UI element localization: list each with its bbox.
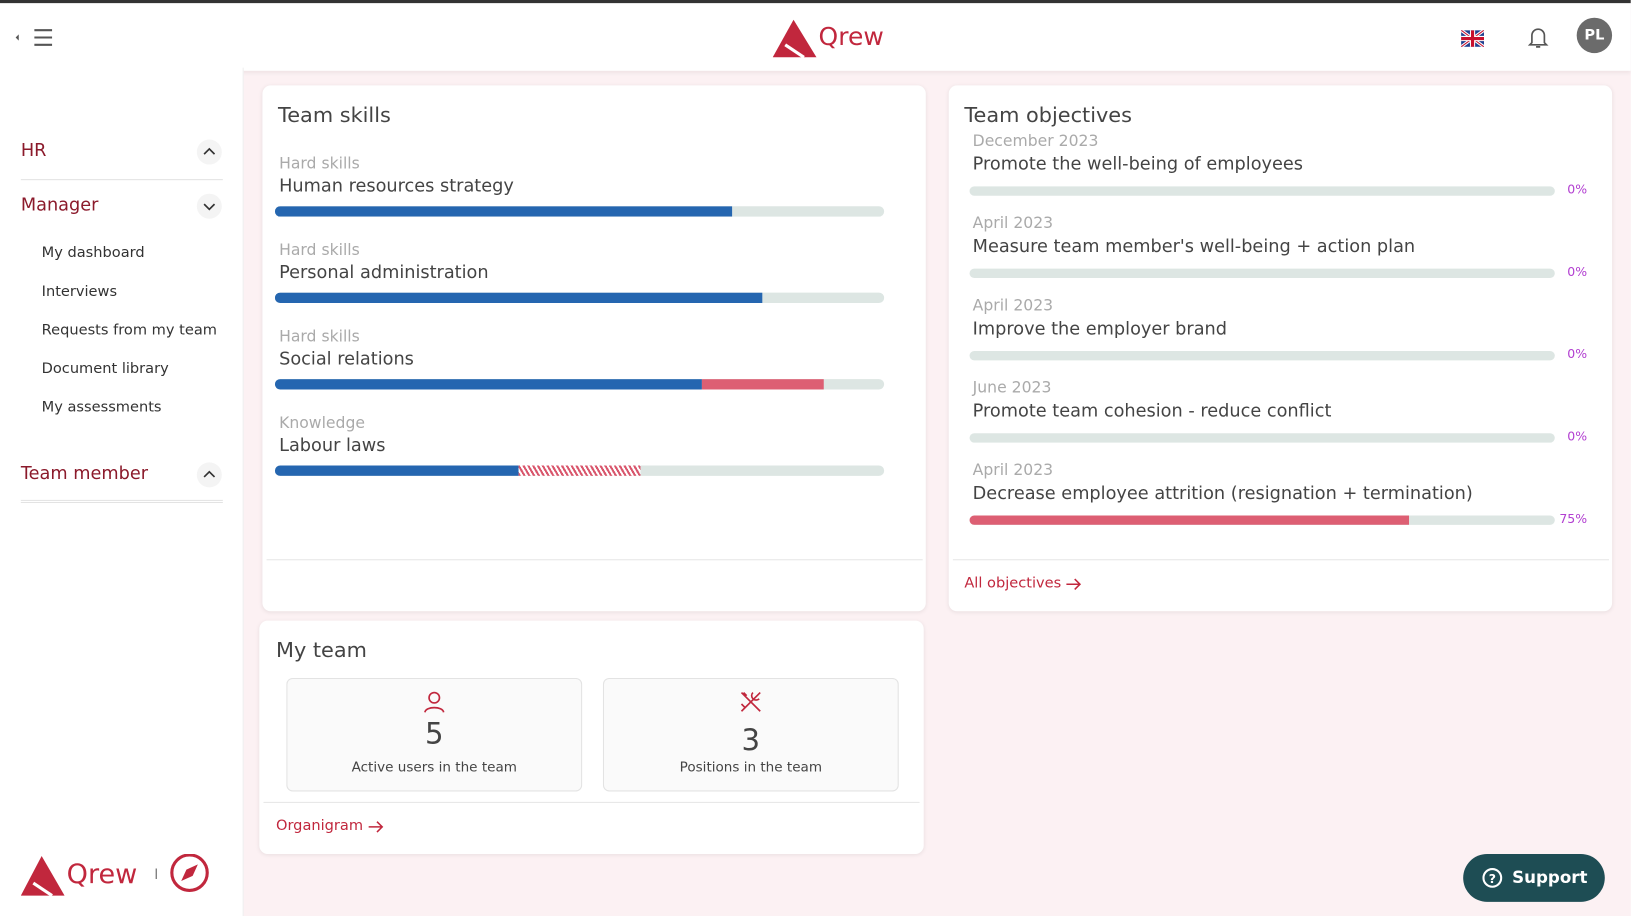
nav-item[interactable]: My assessments bbox=[41, 398, 162, 416]
avatar[interactable]: PL bbox=[1576, 17, 1613, 54]
my-team-card: My team 5 Active users in the team 3 Positio… bbox=[259, 620, 924, 854]
language-flag[interactable] bbox=[1461, 30, 1484, 47]
objective-bar-track bbox=[969, 350, 1555, 361]
objective-date: April 2023 bbox=[972, 460, 1054, 480]
arrow-icon bbox=[368, 821, 384, 833]
skill-category: Hard skills bbox=[279, 240, 360, 260]
objective-progress bbox=[969, 515, 1409, 525]
nav-item[interactable]: Requests from my team bbox=[41, 321, 217, 339]
svg-text:?: ? bbox=[1489, 871, 1496, 886]
separator bbox=[20, 179, 223, 181]
objective-name[interactable]: Measure team member's well-being + actio… bbox=[972, 236, 1416, 258]
objective-percent: 0% bbox=[1567, 182, 1588, 197]
objective-percent: 0% bbox=[1567, 346, 1588, 362]
skill-gap bbox=[701, 379, 824, 390]
team-objectives-card: Team objectives December 2023 Promote the … bbox=[948, 85, 1613, 612]
footer-logo: Qrew bbox=[20, 853, 219, 898]
stat-value: 5 bbox=[424, 716, 444, 751]
support-label[interactable]: Support bbox=[1512, 867, 1588, 888]
skill-level bbox=[274, 292, 763, 304]
skill-bar-track bbox=[274, 379, 885, 390]
logo-icon bbox=[772, 19, 817, 59]
objective-percent: 0% bbox=[1567, 264, 1588, 280]
divider bbox=[266, 559, 923, 561]
objective-date: April 2023 bbox=[972, 213, 1054, 233]
section-toggle[interactable] bbox=[196, 139, 222, 165]
skill-name: Human resources strategy bbox=[279, 175, 514, 197]
card-title: Team skills bbox=[278, 102, 391, 128]
team-stat: 5 Active users in the team bbox=[286, 677, 583, 792]
objective-bar-track bbox=[969, 186, 1555, 196]
section-header[interactable]: HR bbox=[20, 140, 47, 162]
all-objectives-link[interactable]: All objectives bbox=[964, 574, 1062, 592]
card-title: My team bbox=[275, 637, 367, 663]
stat-label: Active users in the team bbox=[351, 760, 517, 776]
skill-category: Hard skills bbox=[279, 154, 360, 173]
objective-bar-track bbox=[969, 268, 1555, 279]
skill-gap bbox=[518, 465, 641, 476]
skill-name: Personal administration bbox=[279, 262, 489, 284]
sidebar: HR Manager My dashboard Interviews Requests … bbox=[0, 67, 244, 916]
arrow-icon bbox=[1066, 578, 1082, 590]
skill-level bbox=[274, 379, 702, 390]
skill-name: Social relations bbox=[279, 348, 414, 370]
objective-name[interactable]: Improve the employer brand bbox=[972, 318, 1227, 340]
team-stat: 3 Positions in the team bbox=[602, 677, 899, 792]
support-button[interactable]: ? Support bbox=[1463, 853, 1605, 902]
skill-category: Knowledge bbox=[279, 413, 365, 433]
skill-name: Labour laws bbox=[279, 435, 386, 457]
card-title: Team objectives bbox=[964, 102, 1132, 128]
section-header[interactable]: Manager bbox=[20, 194, 99, 216]
objective-date: June 2023 bbox=[972, 378, 1052, 397]
nav-item[interactable]: My dashboard bbox=[41, 244, 145, 262]
objective-percent: 75% bbox=[1559, 511, 1588, 526]
divider bbox=[263, 801, 920, 803]
divider bbox=[952, 559, 1609, 561]
logo-text: Qrew bbox=[818, 21, 884, 52]
skill-bar-track bbox=[274, 465, 885, 476]
section-toggle[interactable] bbox=[196, 193, 222, 219]
objective-date: April 2023 bbox=[972, 295, 1054, 315]
top-bar: Qrew PL bbox=[0, 0, 1631, 71]
team-skills-card: Team skills Hard skills Human resources st… bbox=[262, 85, 926, 612]
skill-bar-track bbox=[274, 206, 885, 217]
stat-value: 3 bbox=[741, 722, 761, 758]
skill-level bbox=[274, 206, 732, 217]
menu-toggle[interactable] bbox=[12, 26, 54, 47]
skill-category: Hard skills bbox=[279, 326, 360, 346]
objective-percent: 0% bbox=[1567, 429, 1588, 444]
organigram-link[interactable]: Organigram bbox=[275, 817, 364, 835]
separator bbox=[20, 501, 223, 503]
nav-item[interactable]: Document library bbox=[41, 360, 169, 377]
objective-date: December 2023 bbox=[972, 131, 1099, 150]
section-toggle[interactable] bbox=[196, 462, 222, 488]
notifications[interactable] bbox=[1527, 26, 1549, 49]
objective-name[interactable]: Promote the well-being of employees bbox=[972, 154, 1304, 175]
nav-item[interactable]: Interviews bbox=[41, 283, 118, 300]
section-header[interactable]: Team member bbox=[20, 463, 149, 485]
objective-name[interactable]: Promote team cohesion - reduce conflict bbox=[972, 400, 1332, 422]
skill-level bbox=[274, 465, 519, 476]
footer-logo-text: Qrew bbox=[66, 859, 138, 891]
stat-label: Positions in the team bbox=[679, 760, 823, 776]
objective-bar-track bbox=[969, 515, 1555, 525]
separator bbox=[20, 499, 223, 501]
objective-name[interactable]: Decrease employee attrition (resignation… bbox=[972, 483, 1473, 505]
objective-bar-track bbox=[969, 433, 1555, 443]
skill-bar-track bbox=[274, 292, 885, 304]
